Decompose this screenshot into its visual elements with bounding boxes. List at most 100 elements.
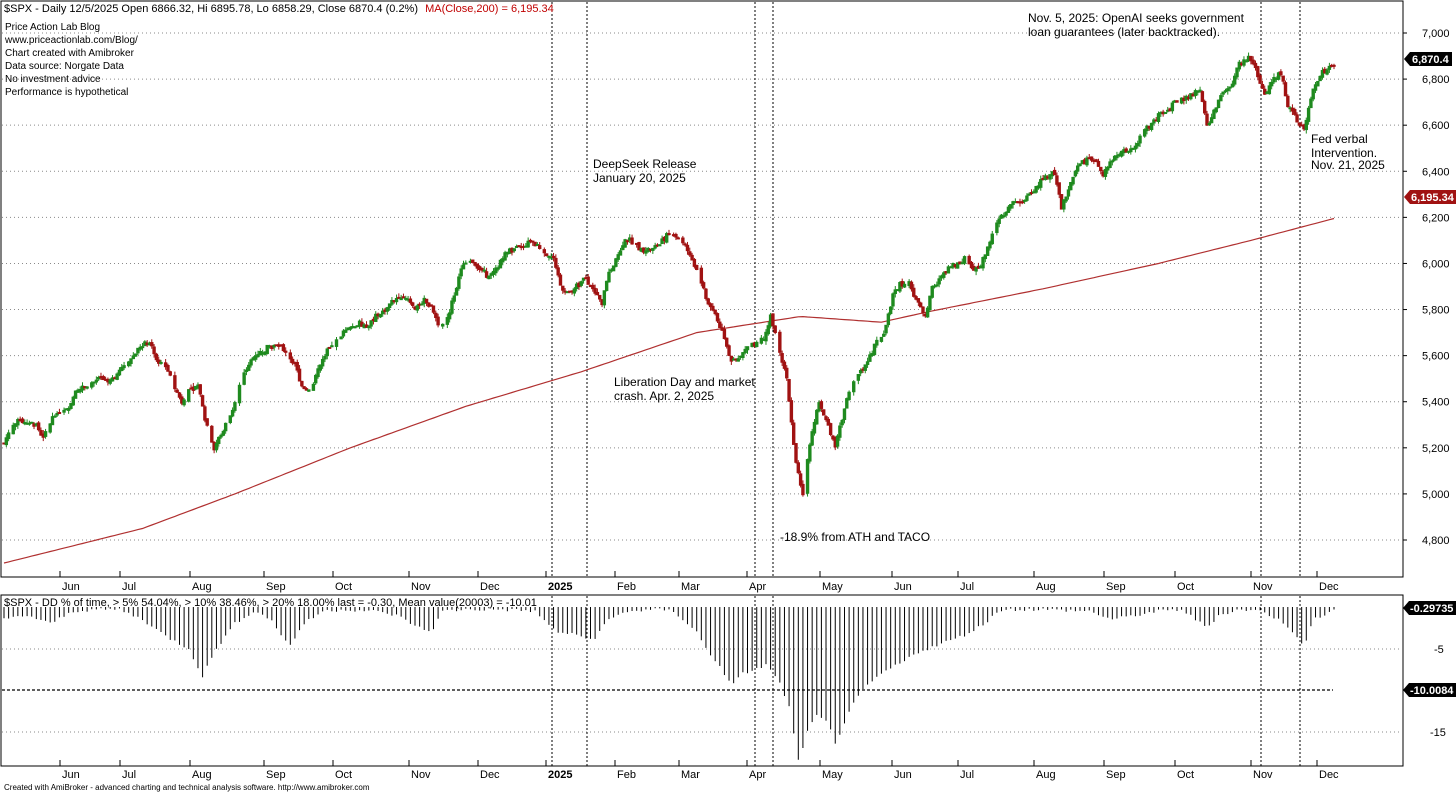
candle-body: [602, 290, 607, 306]
candle-body: [967, 255, 971, 265]
candle: [872, 343, 877, 356]
candle-body: [1071, 176, 1075, 185]
candle: [290, 356, 295, 366]
candle: [586, 274, 590, 285]
candle-body: [535, 244, 540, 247]
candle: [441, 323, 445, 329]
candle: [50, 412, 55, 426]
candle-body: [551, 255, 556, 258]
candle: [918, 301, 923, 308]
candle: [1136, 140, 1140, 149]
candle-body: [1133, 145, 1138, 150]
candle: [985, 246, 990, 256]
candle: [108, 378, 112, 386]
candle: [1209, 113, 1214, 124]
x-tick-label: Sep: [1106, 581, 1126, 593]
candle: [374, 311, 378, 322]
candle: [1133, 142, 1138, 153]
candle: [1066, 185, 1071, 200]
candle-body: [339, 336, 343, 340]
candle: [1249, 55, 1253, 65]
candle-body: [6, 432, 11, 439]
candle: [611, 265, 616, 272]
info-line: www.priceactionlab.com/Blog/: [4, 35, 138, 46]
candle-body: [658, 244, 662, 247]
candle-body: [1085, 157, 1089, 166]
candle: [1233, 73, 1237, 87]
candle: [1115, 151, 1119, 161]
candle: [1096, 158, 1101, 167]
candle: [1193, 88, 1198, 99]
candle-body: [1175, 100, 1179, 103]
candle-body: [136, 347, 140, 354]
candle-body: [1198, 89, 1202, 92]
candle: [743, 346, 747, 355]
candle: [1316, 80, 1320, 87]
candle: [385, 306, 389, 315]
candle: [498, 258, 503, 269]
candle-body: [805, 459, 810, 494]
candle: [1258, 73, 1262, 84]
candle-body: [1219, 95, 1223, 102]
candle: [893, 286, 897, 298]
candle-body: [457, 276, 461, 289]
candle-body: [681, 237, 685, 244]
candle-body: [281, 344, 286, 352]
annotation-text: DeepSeek Release: [593, 157, 697, 171]
candle: [1230, 80, 1235, 88]
candle: [787, 378, 791, 402]
candle: [1198, 86, 1202, 93]
candle: [715, 312, 720, 323]
candle: [300, 380, 304, 388]
candle-body: [1075, 165, 1080, 172]
candle-body: [311, 383, 316, 391]
candle-body: [868, 354, 872, 362]
candle-body: [725, 337, 729, 347]
candle-body: [408, 298, 413, 303]
candle: [1260, 80, 1265, 89]
candle-body: [558, 274, 563, 286]
dd-bars: [3, 607, 1335, 760]
candle-body: [822, 409, 826, 416]
candle-body: [295, 361, 299, 371]
x-tick-label: Jun: [894, 769, 912, 781]
candle-body: [133, 353, 138, 357]
candle-body: [1096, 160, 1101, 167]
candle: [773, 325, 777, 335]
candle-body: [318, 364, 323, 371]
candle-body: [66, 407, 71, 411]
candle: [62, 407, 66, 415]
x-tick-label: Oct: [335, 769, 352, 781]
candle: [454, 286, 459, 296]
candle: [1320, 67, 1325, 80]
candle-body: [840, 419, 844, 426]
candle: [542, 247, 547, 257]
candle-body: [1193, 90, 1198, 96]
candle-body: [828, 423, 833, 436]
candle: [796, 460, 801, 475]
candle-body: [701, 282, 706, 289]
x-tick-label: Nov: [411, 769, 431, 781]
candle-body: [1027, 193, 1031, 196]
info-block: Price Action Lab Blog www.priceactionlab…: [4, 22, 138, 98]
candle-body: [1260, 83, 1265, 89]
candle: [713, 309, 717, 316]
candle-body: [120, 366, 124, 372]
candle: [92, 381, 96, 387]
candle-body: [1249, 55, 1253, 62]
candle-body: [847, 391, 851, 401]
candle: [168, 370, 172, 377]
candle: [1027, 192, 1031, 196]
candle: [1062, 199, 1066, 213]
candle: [1293, 107, 1297, 116]
candle-body: [644, 250, 648, 254]
candle: [681, 235, 685, 246]
candle-body: [997, 218, 1001, 224]
candle: [616, 252, 620, 262]
candle: [265, 344, 269, 355]
candle-body: [946, 266, 951, 274]
candle-body: [930, 285, 934, 298]
candle-body: [1124, 148, 1128, 153]
candle: [641, 247, 646, 255]
candle-body: [893, 289, 897, 295]
